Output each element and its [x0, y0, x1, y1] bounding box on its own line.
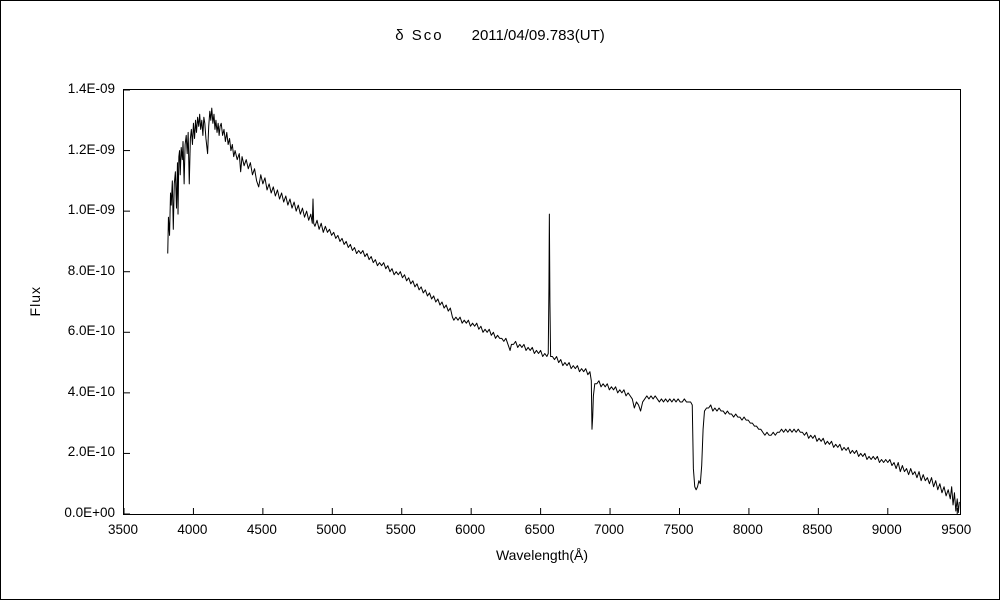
x-tick-label: 4000 [177, 522, 208, 537]
x-tick-label: 9000 [871, 522, 902, 537]
y-tick-label: 0.0E+00 [64, 505, 115, 520]
x-axis-title-text: Wavelength(Å) [495, 547, 589, 563]
y-tick-label: 8.0E-10 [67, 262, 115, 278]
plot-area [123, 89, 961, 515]
x-tick-label: 7000 [594, 522, 625, 537]
y-tick-label: 1.4E-09 [67, 81, 115, 96]
x-tick-label: 8500 [802, 522, 833, 537]
x-tick-label: 3500 [107, 522, 139, 537]
x-axis-title: Wavelength(Å) [123, 547, 961, 563]
chart-title: δ Sco 2011/04/09.783(UT) [1, 27, 999, 44]
y-axis-title-text: Flux [27, 285, 43, 317]
x-tick-label: 7500 [663, 522, 694, 537]
y-tick-label: 2.0E-10 [67, 444, 115, 460]
title-date: 2011/04/09.783(UT) [471, 27, 605, 44]
x-tick-label: 4500 [246, 522, 277, 537]
spectrum-plot-canvas [124, 90, 960, 514]
y-tick-label: 1.0E-09 [67, 202, 115, 218]
x-tick-label: 6000 [455, 522, 486, 537]
x-tick-label: 9500 [941, 522, 972, 537]
spectrum-trace [167, 107, 960, 513]
y-tick-label: 4.0E-10 [67, 383, 115, 399]
y-tick-label: 6.0E-10 [67, 323, 115, 339]
title-star-name: δ Sco [395, 27, 444, 44]
x-tick-label: 6500 [524, 522, 555, 537]
x-tick-label: 5000 [316, 522, 347, 537]
x-tick-label: 8000 [732, 522, 763, 537]
x-tick-label: 5500 [385, 522, 416, 537]
y-tick-label: 1.2E-09 [67, 141, 115, 157]
